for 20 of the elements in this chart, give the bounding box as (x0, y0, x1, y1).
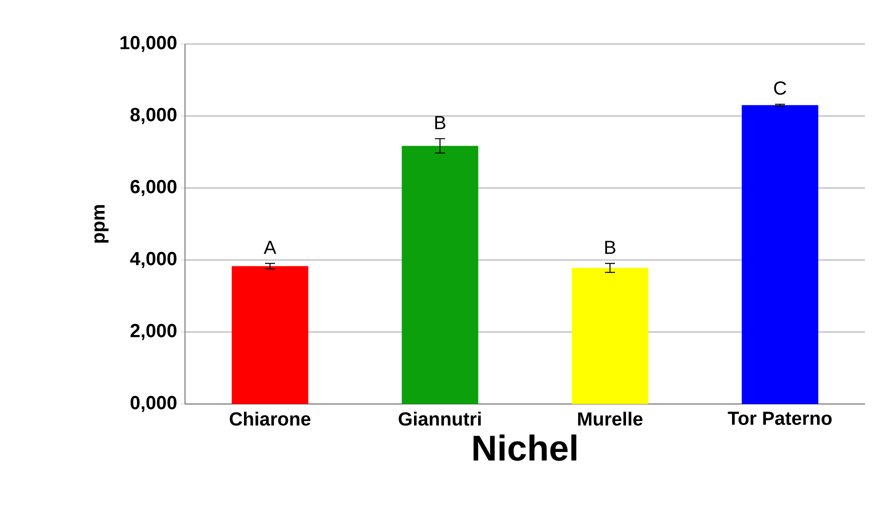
annotation: B (605, 240, 616, 254)
annotation: B (435, 116, 446, 130)
y-tick-label: 2,000 (130, 324, 176, 340)
x-axis-title: Nichel (474, 434, 576, 461)
annotation: A (264, 240, 276, 254)
y-tick-label: 4,000 (130, 252, 176, 268)
x-tick-label: Giannutri (398, 412, 481, 426)
y-tick-label: 6,000 (130, 180, 176, 196)
bar (232, 266, 308, 404)
x-tick-label: Chiarone (230, 412, 310, 426)
bar (742, 105, 818, 404)
y-tick-label: 0,000 (130, 396, 176, 412)
annotation: C (774, 81, 786, 95)
y-tick-label: 8,000 (130, 108, 176, 124)
x-tick-label: Murelle (578, 412, 642, 426)
y-axis-title: ppm (94, 205, 108, 243)
bar (572, 268, 648, 404)
x-tick-label: Tor Paterno (728, 412, 832, 425)
bar (402, 146, 478, 404)
y-tick-label: 10,000 (120, 36, 176, 52)
